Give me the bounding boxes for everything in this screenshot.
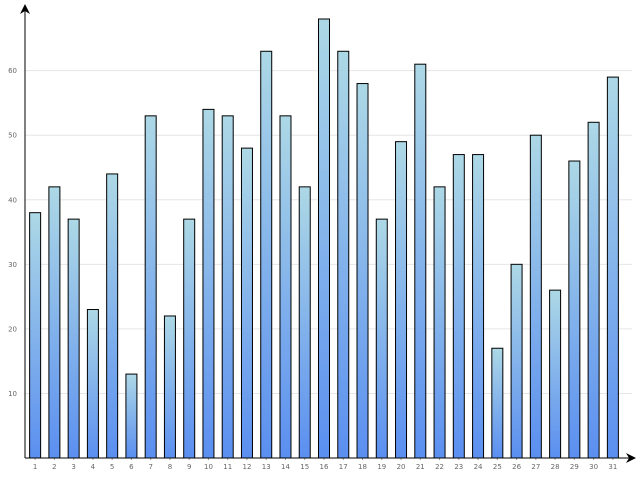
x-tick-label: 9	[187, 463, 191, 471]
x-tick-label: 7	[148, 463, 152, 471]
bar-4	[86, 309, 99, 459]
x-tick-label: 1	[33, 463, 37, 471]
bar-25	[491, 347, 504, 459]
y-tick-labels: 10 20 30 40 50 60	[8, 67, 17, 398]
bar-17	[337, 50, 350, 459]
y-tick-label: 30	[8, 261, 17, 269]
x-tick-label: 23	[454, 463, 463, 471]
x-tick-label: 27	[531, 463, 540, 471]
x-tick-label: 16	[320, 463, 329, 471]
y-tick-label: 10	[8, 390, 17, 398]
x-tick-label: 18	[358, 463, 367, 471]
bars	[29, 18, 619, 459]
bar-7	[144, 115, 157, 459]
axes	[20, 4, 636, 463]
x-tick-label: 15	[300, 463, 309, 471]
y-tick-label: 20	[8, 325, 17, 333]
bar-19	[375, 218, 388, 459]
x-tick-label: 20	[397, 463, 406, 471]
bar-22	[433, 186, 446, 459]
x-tick-label: 14	[281, 463, 290, 471]
x-tick-label: 25	[493, 463, 502, 471]
x-tick-label: 26	[512, 463, 521, 471]
bar-1	[29, 212, 42, 459]
y-tick-label: 60	[8, 67, 17, 75]
bar-24	[472, 154, 485, 459]
x-tick-label: 13	[262, 463, 271, 471]
x-tick-label: 3	[71, 463, 75, 471]
bar-26	[510, 263, 523, 459]
bar-15	[298, 186, 311, 459]
x-tick-label: 24	[474, 463, 483, 471]
bar-11	[221, 115, 234, 459]
bar-16	[318, 18, 330, 459]
x-tick-label: 4	[91, 463, 96, 471]
y-tick-label: 40	[8, 196, 17, 204]
bar-2	[48, 186, 61, 459]
bar-20	[395, 141, 408, 459]
x-tick-label: 31	[608, 463, 617, 471]
y-tick-label: 50	[8, 132, 17, 140]
bar-5	[106, 173, 119, 459]
x-tick-labels: 1 2 3 4 5 6 7 8 9 10 11 12 13 14 15 16 17 18 19 20 21 22 23 24 2…	[33, 458, 617, 471]
bar-23	[452, 154, 465, 459]
bar-10	[202, 108, 215, 459]
bar-12	[240, 147, 253, 459]
bar-18	[356, 83, 369, 459]
bar-8	[163, 315, 176, 459]
bar-13	[260, 50, 273, 459]
bar-14	[279, 115, 292, 459]
x-tick-label: 19	[377, 463, 386, 471]
x-tick-label: 21	[416, 463, 425, 471]
x-tick-label: 22	[435, 463, 444, 471]
x-tick-label: 5	[110, 463, 114, 471]
bar-21	[414, 63, 427, 459]
bar-27	[529, 134, 542, 459]
x-tick-label: 8	[168, 463, 172, 471]
x-tick-label: 17	[339, 463, 348, 471]
bar-28	[549, 289, 562, 459]
x-tick-label: 2	[52, 463, 56, 471]
y-axis-arrow	[20, 4, 30, 14]
x-tick-label: 28	[551, 463, 560, 471]
x-tick-label: 29	[570, 463, 579, 471]
bar-6	[125, 373, 138, 459]
x-tick-label: 10	[204, 463, 213, 471]
x-tick-label: 6	[129, 463, 134, 471]
bar-30	[587, 121, 600, 459]
x-tick-label: 12	[243, 463, 252, 471]
x-tick-label: 11	[223, 463, 232, 471]
bar-9	[183, 218, 196, 459]
bar-29	[568, 160, 581, 459]
x-axis-arrow	[626, 453, 636, 463]
x-tick-label: 30	[589, 463, 598, 471]
bar-31	[606, 76, 619, 459]
bar-3	[67, 218, 80, 459]
